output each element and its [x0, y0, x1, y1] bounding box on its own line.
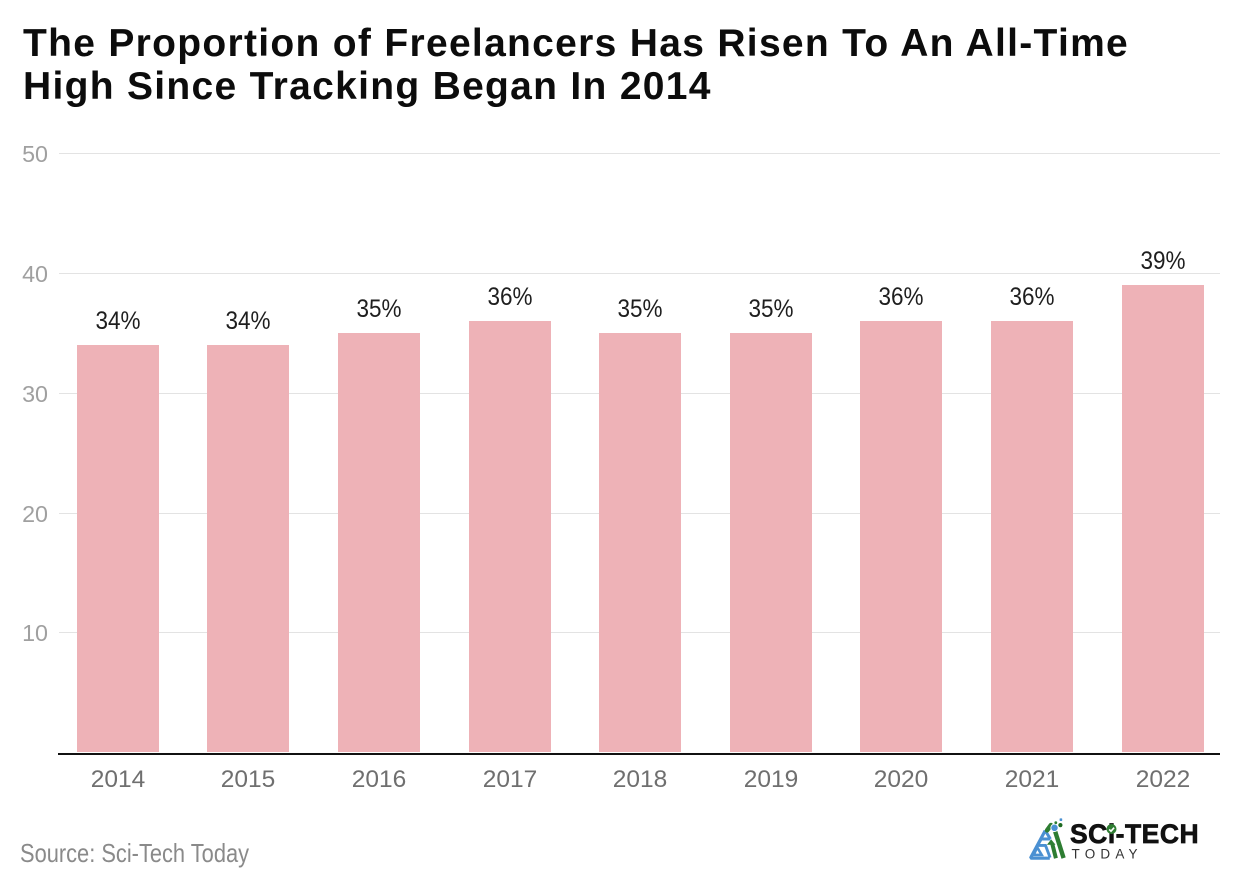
- svg-text:TODAY: TODAY: [1072, 846, 1143, 861]
- svg-text:SCi-TECH: SCi-TECH: [1070, 819, 1199, 849]
